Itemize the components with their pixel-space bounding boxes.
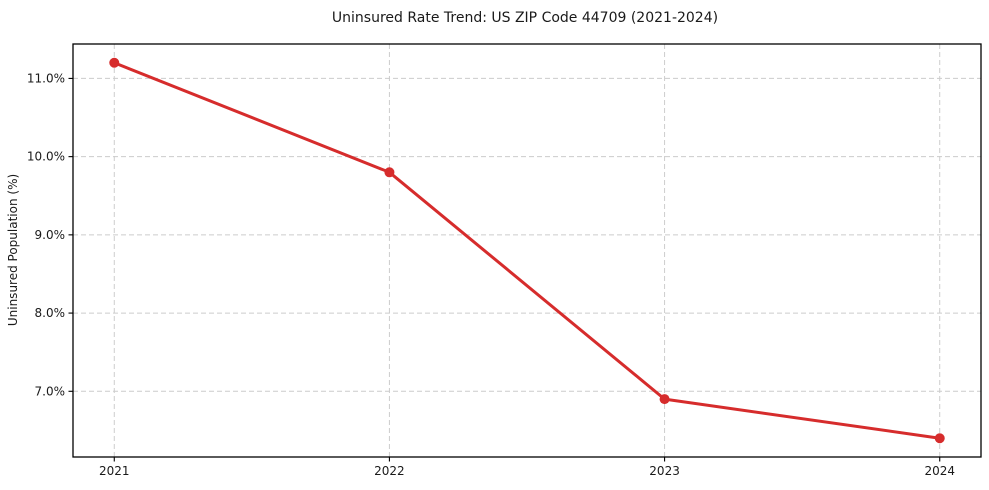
y-tick-label: 7.0% [35,384,66,398]
y-tick-label: 9.0% [35,228,66,242]
axes-frame [72,43,982,458]
x-tick-label: 2023 [649,464,680,478]
chart-title: Uninsured Rate Trend: US ZIP Code 44709 … [332,10,718,26]
trend-line [112,61,942,440]
y-tick-label: 8.0% [35,306,66,320]
y-axis-label: Uninsured Population (%) [6,174,20,326]
data-point [109,57,120,68]
y-tick-label: 10.0% [27,150,65,164]
data-point [384,167,395,178]
y-tick-label: 11.0% [27,71,65,85]
x-tick-label: 2022 [374,464,405,478]
x-tick-label: 2021 [99,464,130,478]
data-point [934,433,945,444]
x-tick-label: 2024 [924,464,955,478]
data-point [659,394,670,405]
plot-area: 2021 2022 2023 2024 7.0% 8.0% 9.0% 10.0% 11.0% [27,43,982,478]
